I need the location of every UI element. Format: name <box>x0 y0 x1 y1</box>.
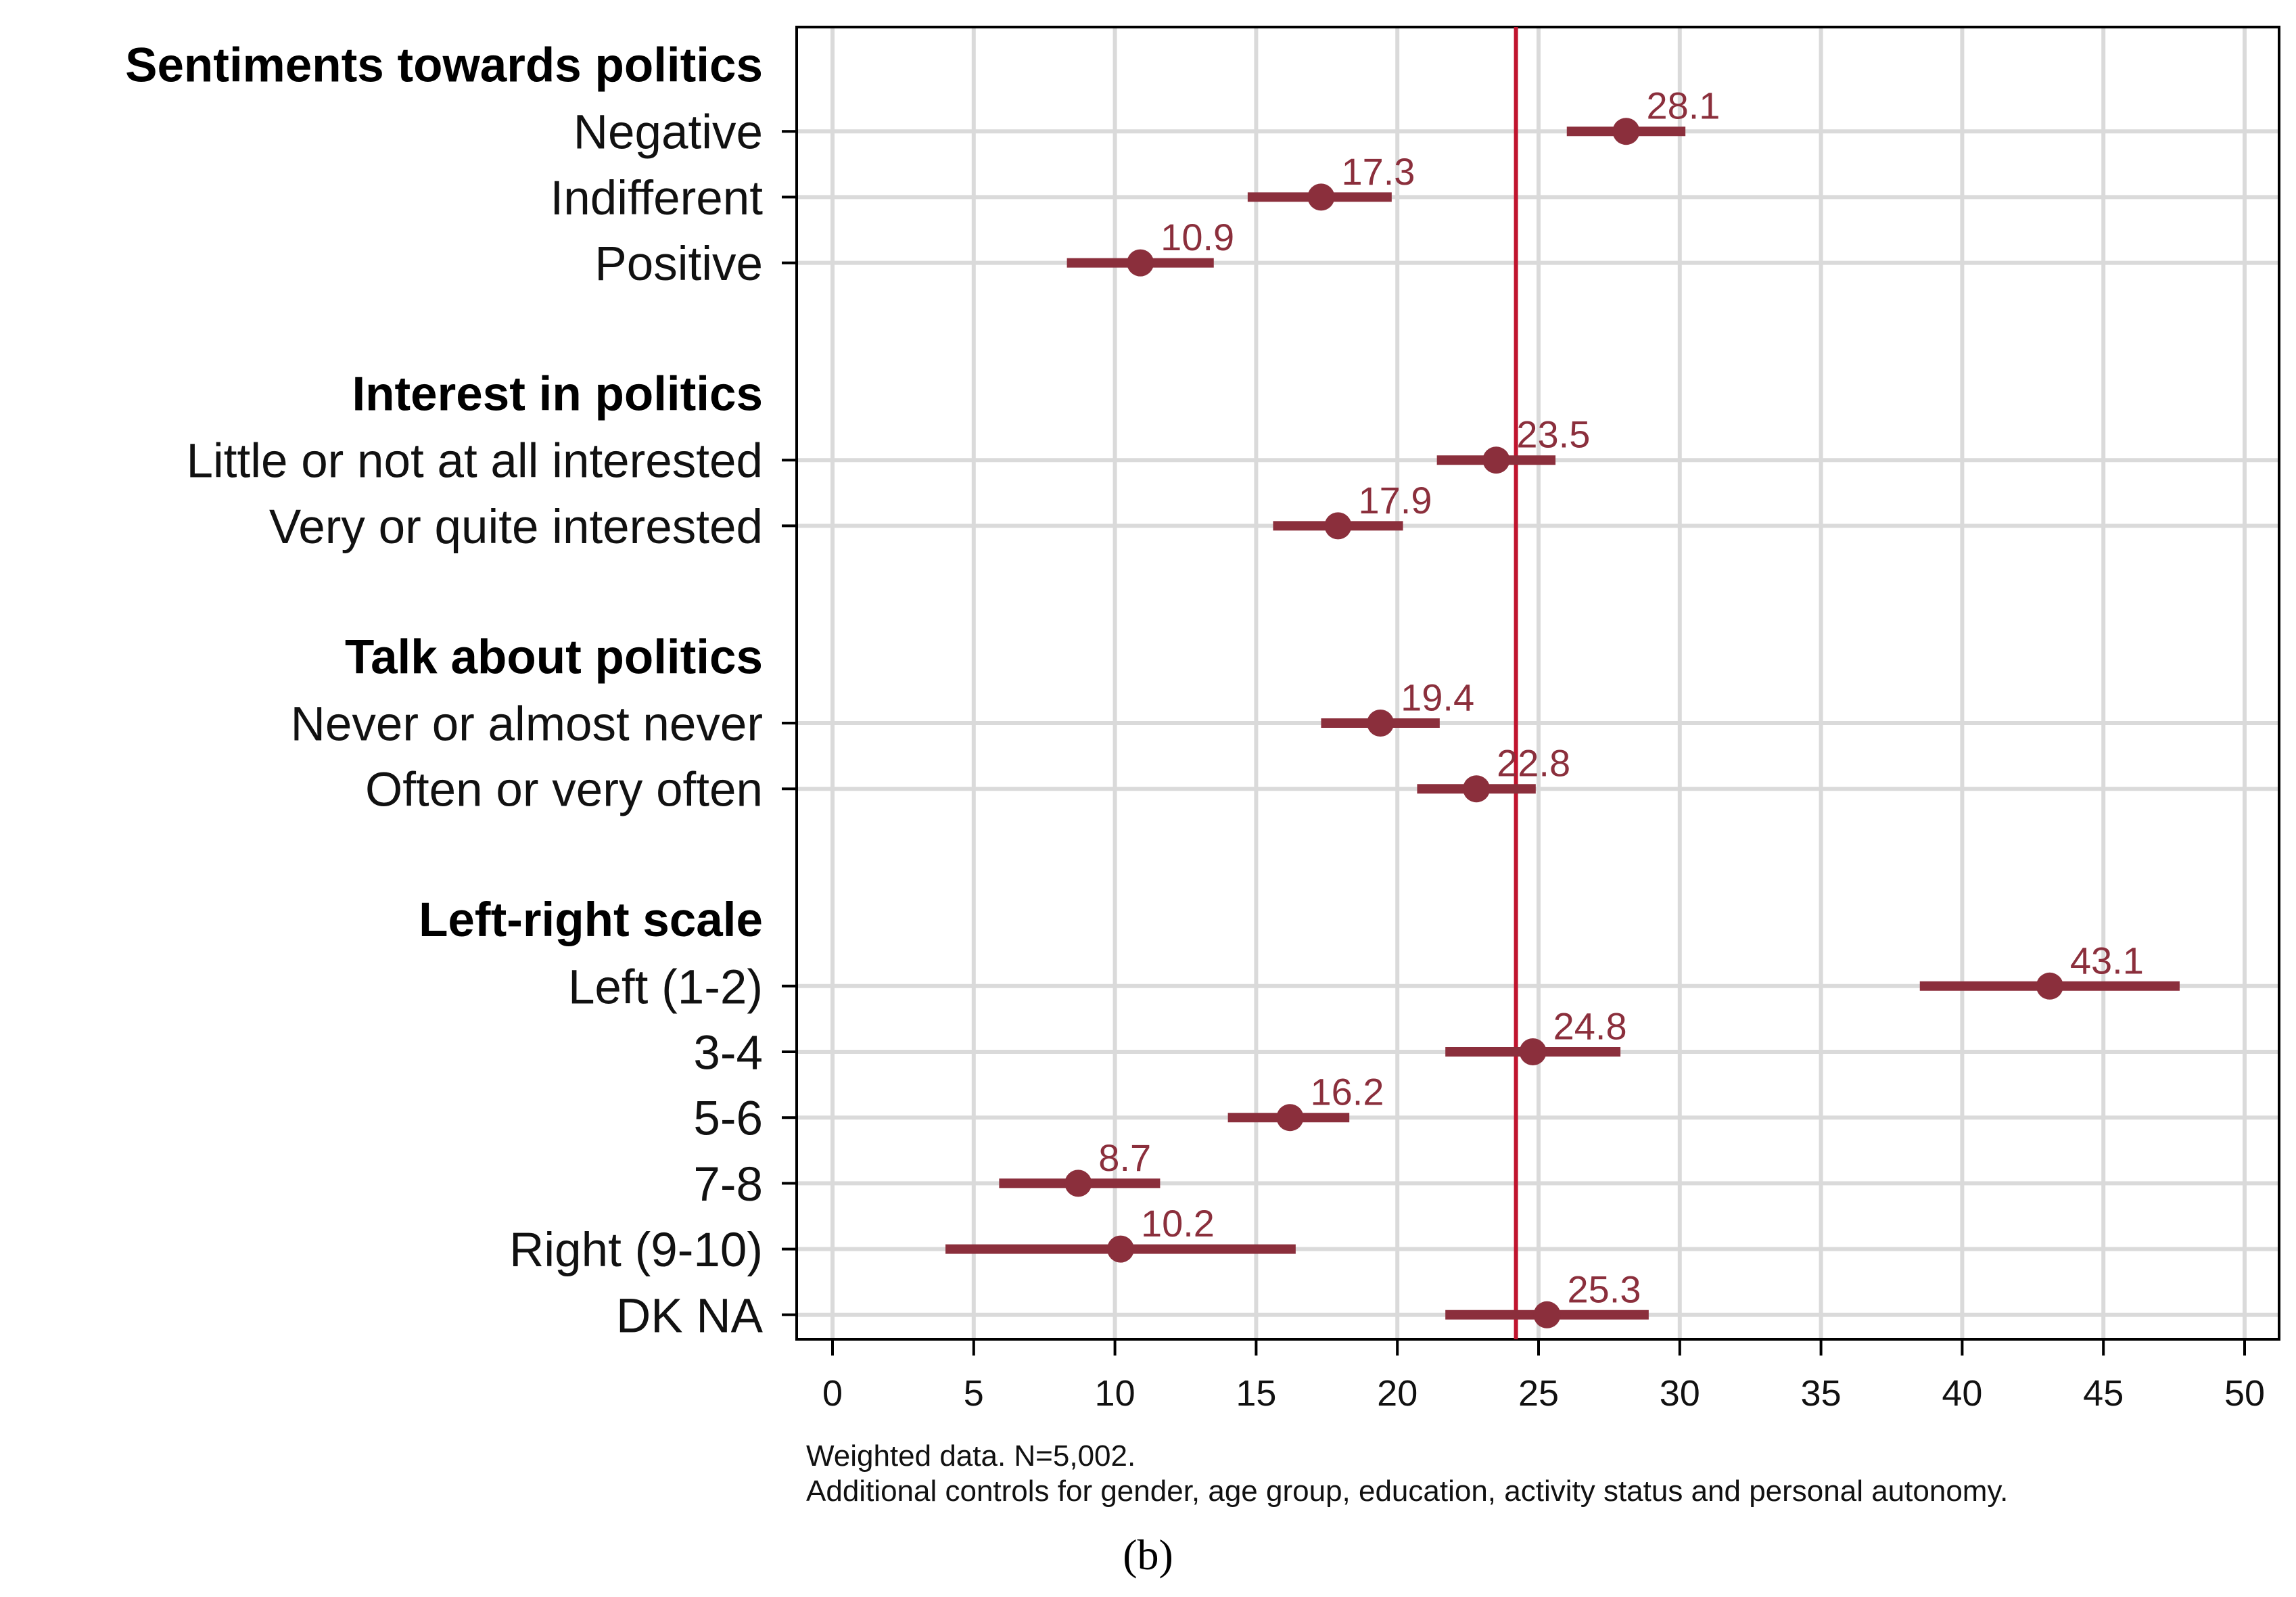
point-estimate <box>1367 710 1395 737</box>
row-label: DK NA <box>616 1289 764 1343</box>
point-estimate <box>1482 446 1510 474</box>
x-tick-label: 10 <box>1095 1373 1135 1414</box>
point-estimate <box>1276 1104 1304 1132</box>
point-estimates <box>1064 118 2063 1328</box>
value-label: 28.1 <box>1646 85 1720 127</box>
point-estimate <box>1519 1038 1547 1065</box>
value-label: 10.9 <box>1161 216 1234 258</box>
row-label: 7-8 <box>693 1158 763 1211</box>
x-tick-label: 15 <box>1236 1373 1276 1414</box>
point-estimate <box>2036 972 2063 1000</box>
x-tick-label: 20 <box>1377 1373 1418 1414</box>
x-tick-label: 5 <box>964 1373 984 1414</box>
x-tick-label: 50 <box>2224 1373 2265 1414</box>
row-label: Right (9-10) <box>509 1224 763 1277</box>
row-label: Negative <box>573 106 763 160</box>
x-tick-label: 35 <box>1801 1373 1842 1414</box>
value-label: 23.5 <box>1516 413 1590 456</box>
row-label: Often or very often <box>365 764 763 817</box>
row-label: Left (1-2) <box>568 960 763 1014</box>
group-heading: Left-right scale <box>419 894 763 947</box>
row-label: Very or quite interested <box>269 501 763 554</box>
point-estimate <box>1324 512 1352 540</box>
grid-lines <box>797 27 2279 1339</box>
point-estimate <box>1612 118 1640 145</box>
value-label: 17.3 <box>1341 150 1415 193</box>
footnote-controls: Additional controls for gender, age grou… <box>806 1475 2009 1508</box>
group-heading: Interest in politics <box>352 368 763 421</box>
row-label: Never or almost never <box>291 698 763 751</box>
row-label: 5-6 <box>693 1092 763 1146</box>
value-label: 17.9 <box>1359 479 1432 522</box>
row-label: Little or not at all interested <box>187 435 764 488</box>
row-label: Positive <box>594 237 763 291</box>
group-heading: Talk about politics <box>345 630 763 684</box>
value-label: 10.2 <box>1141 1202 1215 1245</box>
value-label: 19.4 <box>1401 676 1474 719</box>
value-label: 22.8 <box>1497 742 1570 785</box>
x-tick-label: 40 <box>1942 1373 1982 1414</box>
point-estimate <box>1463 775 1491 803</box>
point-estimate <box>1533 1301 1561 1328</box>
row-labels: Sentiments towards politics Negative Indif… <box>125 39 797 1343</box>
point-estimate <box>1127 249 1154 277</box>
x-tick-label: 45 <box>2083 1373 2124 1414</box>
panel-caption: (b) <box>1123 1531 1173 1579</box>
value-label: 43.1 <box>2070 939 2144 981</box>
x-axis: 0 5 10 15 20 25 30 35 40 45 50 <box>822 1339 2265 1414</box>
value-label: 25.3 <box>1568 1268 1641 1310</box>
row-label: 3-4 <box>693 1027 763 1080</box>
point-estimate <box>1064 1170 1092 1197</box>
group-heading: Sentiments towards politics <box>125 39 763 93</box>
value-label: 16.2 <box>1311 1071 1384 1113</box>
footnote-weighted-data: Weighted data. N=5,002. <box>806 1439 1136 1473</box>
x-tick-label: 0 <box>822 1373 843 1414</box>
value-label: 24.8 <box>1553 1005 1627 1048</box>
row-label: Indifferent <box>550 172 764 225</box>
x-tick-label: 30 <box>1660 1373 1700 1414</box>
x-tick-label: 25 <box>1518 1373 1559 1414</box>
value-labels: 28.1 17.3 10.9 23.5 17.9 19.4 22.8 43.1 24.8 16.2… <box>1098 85 2144 1311</box>
point-estimate <box>1106 1235 1134 1263</box>
point-estimate <box>1307 183 1335 211</box>
value-label: 8.7 <box>1098 1136 1151 1179</box>
